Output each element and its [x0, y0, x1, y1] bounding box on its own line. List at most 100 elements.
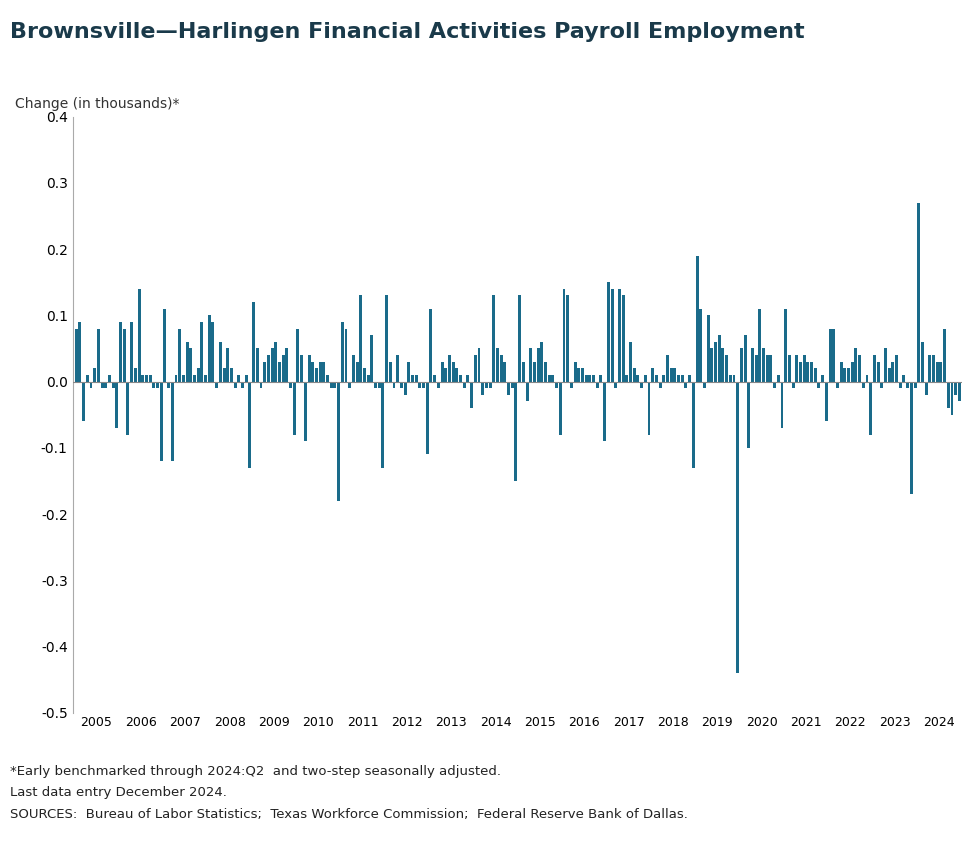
Bar	[891, 362, 894, 382]
Text: Last data entry December 2024.: Last data entry December 2024.	[10, 786, 227, 799]
Bar	[275, 342, 277, 382]
Bar	[536, 348, 539, 382]
Bar	[445, 368, 447, 382]
Bar	[555, 382, 558, 388]
Bar	[241, 382, 244, 388]
Bar	[910, 382, 913, 494]
Text: Brownsville—Harlingen Financial Activities Payroll Employment: Brownsville—Harlingen Financial Activiti…	[10, 22, 804, 41]
Bar	[577, 368, 580, 382]
Bar	[356, 362, 359, 382]
Bar	[101, 382, 104, 388]
Bar	[636, 375, 639, 382]
Bar	[567, 295, 570, 382]
Bar	[530, 348, 532, 382]
Bar	[899, 382, 902, 388]
Bar	[729, 375, 732, 382]
Bar	[666, 355, 669, 382]
Bar	[407, 362, 410, 382]
Bar	[223, 368, 226, 382]
Bar	[105, 382, 107, 388]
Bar	[381, 382, 384, 467]
Bar	[924, 382, 927, 395]
Bar	[263, 362, 266, 382]
Bar	[743, 335, 746, 382]
Bar	[806, 362, 809, 382]
Bar	[496, 348, 499, 382]
Bar	[208, 315, 211, 382]
Bar	[455, 368, 458, 382]
Bar	[507, 382, 510, 395]
Bar	[648, 382, 651, 435]
Bar	[903, 375, 906, 382]
Bar	[466, 375, 469, 382]
Bar	[951, 382, 954, 415]
Bar	[721, 348, 724, 382]
Bar	[345, 328, 348, 382]
Bar	[688, 375, 691, 382]
Bar	[770, 355, 773, 382]
Bar	[847, 368, 850, 382]
Bar	[204, 375, 207, 382]
Bar	[791, 382, 794, 388]
Bar	[281, 355, 284, 382]
Bar	[696, 256, 699, 382]
Bar	[315, 368, 318, 382]
Bar	[851, 362, 854, 382]
Bar	[119, 322, 122, 382]
Bar	[818, 382, 821, 388]
Bar	[706, 315, 709, 382]
Bar	[928, 355, 931, 382]
Bar	[518, 295, 521, 382]
Bar	[252, 302, 255, 382]
Bar	[855, 348, 858, 382]
Bar	[629, 342, 632, 382]
Bar	[86, 375, 89, 382]
Bar	[130, 322, 133, 382]
Bar	[152, 382, 155, 388]
Bar	[673, 368, 676, 382]
Bar	[799, 362, 802, 382]
Bar	[710, 348, 713, 382]
Bar	[625, 375, 628, 382]
Bar	[725, 355, 728, 382]
Bar	[503, 362, 506, 382]
Bar	[90, 382, 93, 388]
Bar	[932, 355, 935, 382]
Bar	[839, 362, 842, 382]
Bar	[190, 348, 192, 382]
Bar	[652, 368, 655, 382]
Bar	[414, 375, 418, 382]
Bar	[75, 328, 78, 382]
Bar	[581, 368, 584, 382]
Bar	[681, 375, 684, 382]
Bar	[787, 355, 791, 382]
Bar	[186, 342, 189, 382]
Bar	[142, 375, 145, 382]
Bar	[363, 368, 366, 382]
Bar	[888, 368, 891, 382]
Bar	[149, 375, 151, 382]
Bar	[718, 335, 721, 382]
Bar	[437, 382, 440, 388]
Bar	[785, 308, 787, 382]
Bar	[955, 382, 957, 395]
Bar	[685, 382, 688, 388]
Bar	[754, 355, 757, 382]
Bar	[329, 382, 333, 388]
Bar	[196, 368, 199, 382]
Bar	[832, 328, 835, 382]
Bar	[193, 375, 196, 382]
Bar	[600, 375, 603, 382]
Bar	[374, 382, 377, 388]
Bar	[248, 382, 251, 467]
Bar	[936, 362, 939, 382]
Bar	[570, 382, 573, 388]
Bar	[588, 375, 591, 382]
Bar	[592, 375, 595, 382]
Bar	[167, 382, 170, 388]
Bar	[677, 375, 680, 382]
Bar	[470, 382, 473, 408]
Bar	[573, 362, 576, 382]
Bar	[825, 382, 828, 422]
Bar	[163, 308, 166, 382]
